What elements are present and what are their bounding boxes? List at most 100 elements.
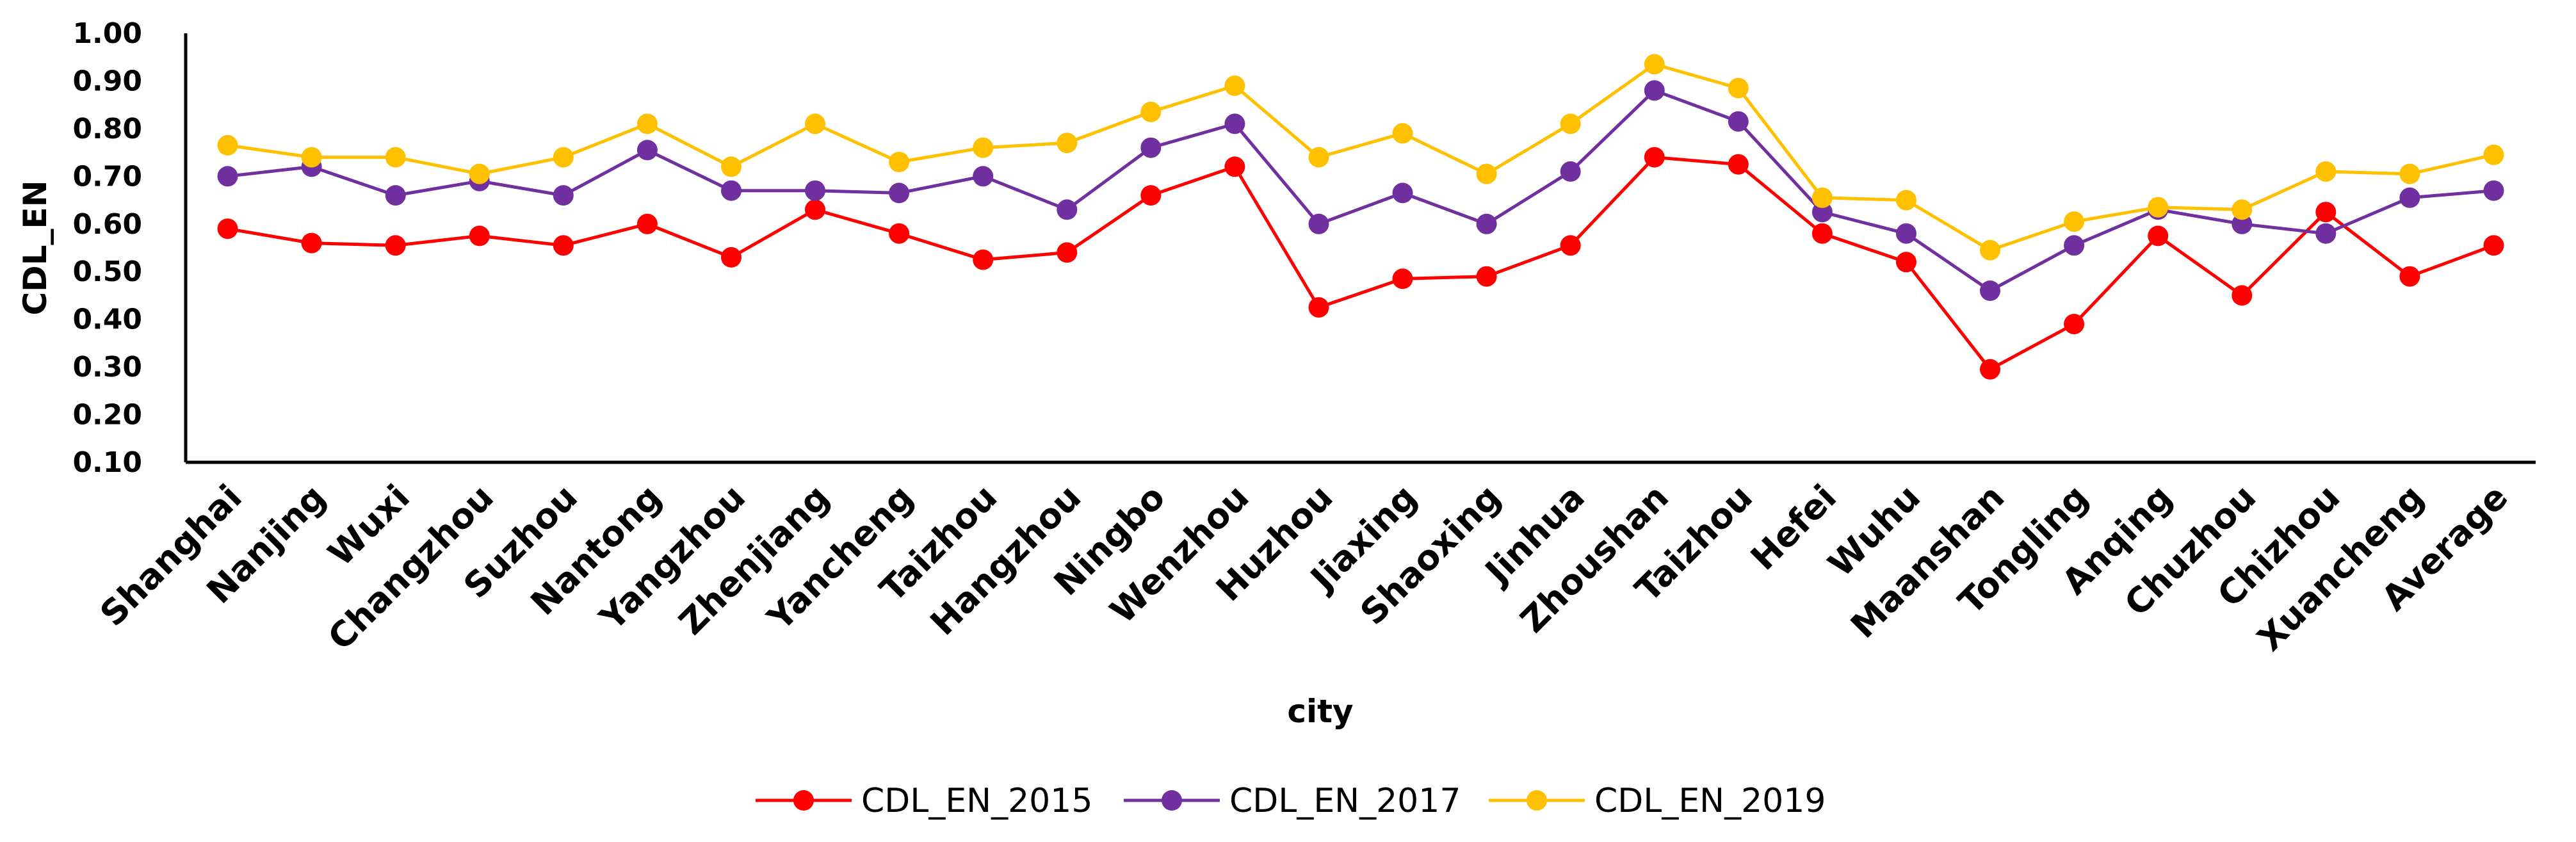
data-point bbox=[469, 163, 490, 184]
data-point bbox=[2399, 163, 2420, 184]
y-tick-label: 0.30 bbox=[72, 351, 142, 384]
data-point bbox=[2483, 180, 2504, 201]
series-layer bbox=[217, 54, 2504, 380]
data-point bbox=[1224, 75, 1245, 96]
data-point bbox=[1560, 235, 1581, 256]
data-point bbox=[1896, 190, 1916, 211]
data-point bbox=[2064, 235, 2085, 256]
data-point bbox=[1560, 161, 1581, 182]
legend-marker bbox=[793, 790, 814, 811]
data-point bbox=[2315, 161, 2337, 182]
data-point bbox=[2399, 187, 2420, 208]
data-point bbox=[217, 166, 238, 187]
data-point bbox=[553, 235, 574, 256]
data-point bbox=[1308, 213, 1329, 234]
data-point bbox=[1224, 113, 1245, 134]
y-tick-label: 0.60 bbox=[72, 208, 142, 241]
y-axis-title: CDL_EN bbox=[17, 180, 54, 315]
y-tick-label: 0.10 bbox=[72, 446, 142, 479]
data-point bbox=[469, 225, 490, 247]
data-point bbox=[385, 185, 406, 206]
legend-item: CDL_EN_2015 bbox=[756, 782, 1092, 820]
legend-item: CDL_EN_2019 bbox=[1489, 782, 1826, 820]
data-point bbox=[1811, 202, 1833, 223]
data-point bbox=[2232, 213, 2253, 234]
y-tick-label: 0.50 bbox=[72, 255, 142, 288]
data-point bbox=[2232, 285, 2253, 306]
data-point bbox=[2483, 144, 2504, 165]
data-point bbox=[973, 137, 994, 158]
data-point bbox=[1811, 187, 1833, 208]
data-point bbox=[385, 147, 406, 168]
legend-label: CDL_EN_2019 bbox=[1594, 782, 1826, 820]
data-point bbox=[1392, 123, 1413, 144]
data-point bbox=[1896, 252, 1916, 273]
y-tick-label: 0.70 bbox=[72, 160, 142, 193]
data-point bbox=[1140, 101, 1162, 122]
data-point bbox=[385, 235, 406, 256]
legend-item: CDL_EN_2017 bbox=[1124, 782, 1461, 820]
data-point bbox=[1308, 297, 1329, 318]
y-tick-labels: 0.10 0.20 0.30 0.40 0.50 0.60 0.70 0.80 0.90 1.00 bbox=[72, 17, 142, 479]
data-point bbox=[1644, 147, 1665, 168]
data-point bbox=[721, 247, 741, 268]
data-point bbox=[1140, 185, 1162, 206]
data-point bbox=[1476, 213, 1497, 234]
axes bbox=[184, 33, 2536, 464]
data-point bbox=[636, 140, 658, 161]
data-point bbox=[1980, 359, 2000, 380]
data-point bbox=[1644, 54, 1665, 75]
data-point bbox=[1980, 239, 2000, 261]
data-point bbox=[1057, 133, 1078, 154]
y-tick-label: 1.00 bbox=[72, 17, 142, 50]
data-point bbox=[301, 232, 322, 254]
data-point bbox=[553, 185, 574, 206]
data-point bbox=[1896, 223, 1916, 244]
legend-marker bbox=[1162, 790, 1182, 811]
data-point bbox=[2064, 314, 2085, 335]
series-line bbox=[227, 88, 2494, 293]
series-line bbox=[227, 62, 2495, 252]
data-point bbox=[636, 113, 658, 134]
data-point bbox=[721, 156, 741, 177]
data-point bbox=[2064, 211, 2085, 232]
data-point bbox=[636, 213, 658, 234]
data-point bbox=[1644, 80, 1665, 101]
data-point bbox=[553, 147, 574, 168]
data-point bbox=[1811, 223, 1833, 244]
data-point bbox=[2399, 266, 2420, 287]
data-point bbox=[217, 134, 238, 156]
data-point bbox=[721, 180, 741, 201]
data-point bbox=[1308, 147, 1329, 168]
data-point bbox=[805, 113, 825, 134]
data-point bbox=[2315, 223, 2337, 244]
data-point bbox=[301, 147, 322, 168]
data-point bbox=[805, 199, 825, 220]
data-point bbox=[2315, 202, 2337, 223]
legend-label: CDL_EN_2015 bbox=[861, 782, 1092, 820]
data-point bbox=[1560, 113, 1581, 134]
series-CDL_EN_2019 bbox=[217, 54, 2504, 261]
data-point bbox=[973, 166, 994, 187]
series-line bbox=[227, 156, 2495, 371]
data-point bbox=[973, 249, 994, 270]
x-tick-labels: ShanghaiNanjingWuxiChangzhouSuzhouNanton… bbox=[92, 477, 2515, 659]
data-point bbox=[889, 152, 910, 172]
data-point bbox=[1980, 280, 2000, 301]
data-point bbox=[217, 218, 238, 239]
data-point bbox=[889, 182, 910, 204]
legend: CDL_EN_2015 CDL_EN_2017 CDL_EN_2019 bbox=[756, 782, 1826, 820]
data-point bbox=[1476, 266, 1497, 287]
data-point bbox=[889, 223, 910, 244]
x-axis-title: city bbox=[1287, 693, 1353, 730]
data-point bbox=[1392, 268, 1413, 289]
y-tick-label: 0.80 bbox=[72, 113, 142, 145]
data-point bbox=[1728, 154, 1749, 175]
data-point bbox=[2148, 225, 2169, 247]
data-point bbox=[2148, 197, 2169, 218]
y-tick-label: 0.40 bbox=[72, 304, 142, 336]
data-point bbox=[1728, 111, 1749, 132]
data-point bbox=[1057, 199, 1078, 220]
data-point bbox=[2232, 199, 2253, 220]
